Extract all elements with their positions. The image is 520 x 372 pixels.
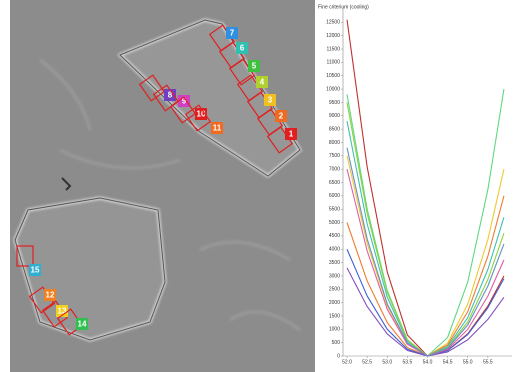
chart: 0 500 1000 1500 2000 2500 3000 3500 4000 4500 5000… (326, 9, 512, 365)
x-tick-label: 53.0 (382, 359, 392, 365)
y-tick-label: 12000 (326, 33, 340, 39)
x-tick-label: 54.0 (423, 359, 433, 365)
y-tick-label: 10000 (326, 86, 340, 92)
marker-label: 8 (168, 91, 173, 100)
x-tick-label: 54.5 (443, 359, 453, 365)
marker-badge (285, 128, 297, 140)
x-tick-label: 55.5 (483, 359, 493, 365)
marker-label: 1 (289, 130, 294, 139)
y-tick-label: 9500 (329, 100, 340, 106)
crystal-edge (14, 197, 166, 341)
marker-badge (164, 89, 176, 101)
y-tick-label: 1000 (329, 327, 340, 333)
marker-label: 3 (268, 96, 273, 105)
x-tick-label: 53.5 (403, 359, 413, 365)
y-tick-label: 12500 (326, 20, 340, 26)
x-tick-label: 52.5 (362, 359, 372, 365)
marker-label: 15 (31, 266, 40, 275)
marker-label: 10 (197, 110, 206, 119)
y-tick-label: 6500 (329, 180, 340, 186)
y-tick-label: 2500 (329, 287, 340, 293)
texture (39, 58, 301, 332)
y-tick-label: 0 (337, 353, 340, 359)
x-tick-label: 52.0 (342, 359, 352, 365)
marker-badge (44, 289, 56, 301)
y-tick-label: 4500 (329, 233, 340, 239)
micrograph (10, 0, 315, 372)
marker-badge (76, 318, 88, 330)
y-tick-label: 3500 (329, 260, 340, 266)
marker-label: 4 (260, 78, 265, 87)
y-tick-label: 2000 (329, 300, 340, 306)
defect (61, 177, 72, 191)
region-box (184, 104, 212, 132)
marker-badge (29, 264, 41, 276)
marker-badge (226, 27, 238, 39)
y-tick-label: 500 (332, 340, 341, 346)
y-tick-label: 5000 (329, 220, 340, 226)
line-series (346, 147, 505, 357)
chart-background (315, 0, 520, 372)
marker-badge (178, 95, 190, 107)
marker-badge (256, 76, 268, 88)
marker-label: 2 (279, 112, 284, 121)
marker-label: 13 (58, 307, 67, 316)
crystal-edge (119, 19, 301, 177)
y-tick-label: 10500 (326, 73, 340, 79)
chart-title: Fine criterium (cooling) (318, 4, 369, 10)
y-tick-label: 7000 (329, 166, 340, 172)
x-tick-label: 55.0 (463, 359, 473, 365)
marker-badge (211, 122, 223, 134)
marker-badge (248, 60, 260, 72)
y-tick-label: 4000 (329, 247, 340, 253)
y-tick-label: 11500 (326, 46, 340, 52)
y-tick-label: 3000 (329, 273, 340, 279)
marker-label: 5 (252, 62, 257, 71)
region-box (56, 308, 84, 336)
y-tick-label: 8000 (329, 140, 340, 146)
marker-label: 12 (46, 291, 55, 300)
marker-badge (275, 110, 287, 122)
y-tick-label: 5500 (329, 207, 340, 213)
marker-badge (264, 94, 276, 106)
marker-badge (195, 108, 207, 120)
y-tick-label: 9000 (329, 113, 340, 119)
y-tick-label: 7500 (329, 153, 340, 159)
y-tick-label: 11000 (326, 60, 340, 66)
region-box (138, 74, 166, 102)
y-tick-label: 8500 (329, 126, 340, 132)
y-tick-label: 6000 (329, 193, 340, 199)
region-box (16, 245, 34, 267)
marker-label: 9 (182, 97, 187, 106)
marker-badge (236, 42, 248, 54)
marker-label: 11 (213, 124, 222, 133)
marker-label: 14 (78, 320, 87, 329)
marker-label: 6 (240, 44, 245, 53)
marker-label: 7 (230, 29, 235, 38)
y-tick-label: 1500 (329, 313, 340, 319)
